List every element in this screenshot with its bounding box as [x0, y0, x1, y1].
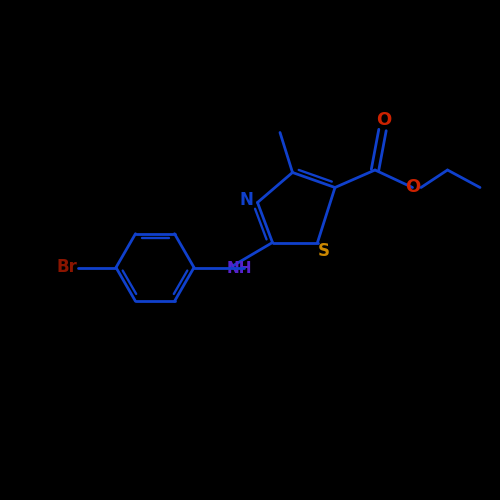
Text: NH: NH	[226, 261, 252, 276]
Text: S: S	[318, 242, 330, 260]
Text: N: N	[240, 191, 254, 209]
Text: O: O	[406, 178, 420, 196]
Text: O: O	[376, 111, 391, 129]
Text: Br: Br	[56, 258, 77, 276]
